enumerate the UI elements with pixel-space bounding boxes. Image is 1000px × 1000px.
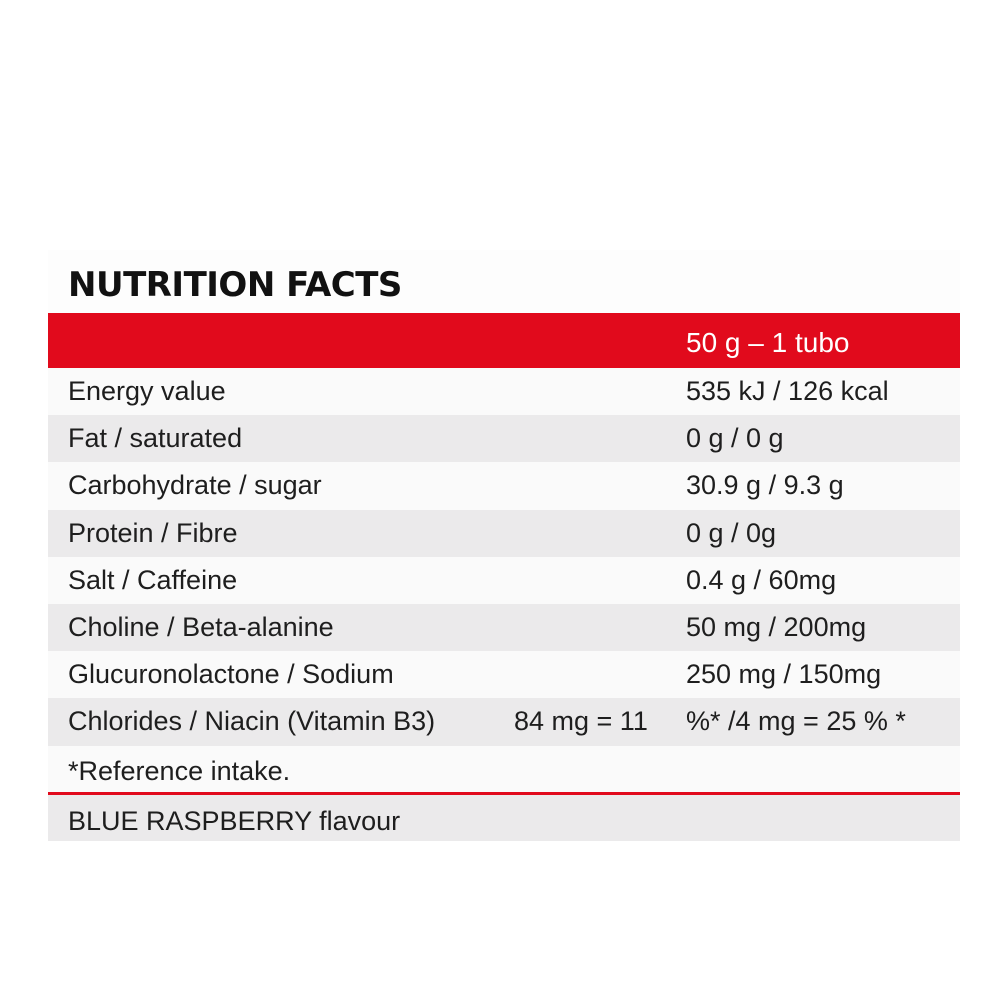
nutrition-row-choline: Choline / Beta-alanine 50 mg / 200mg [48,603,960,652]
nutrient-name: Chlorides / Niacin (Vitamin B3) [68,706,436,737]
serving-header: 50 g – 1 tubo [48,313,960,368]
reference-intake-note: *Reference intake. [48,745,960,795]
nutrition-row-carbohydrate: Carbohydrate / sugar 30.9 g / 9.3 g [48,462,960,510]
nutrient-name: Fat / saturated [68,423,243,454]
nutrient-value: 535 kJ / 126 kcal [686,376,889,406]
nutrition-row-protein: Protein / Fibre 0 g / 0g [48,509,960,557]
nutrient-value: 250 mg / 150mg [686,659,882,690]
nutrient-value: %* /4 mg = 25 % * [686,706,906,737]
nutrient-value: 0 g / 0 g [686,423,784,454]
nutrition-row-energy: Energy value 535 kJ / 126 kcal [48,368,960,416]
nutrition-row-glucuronolactone: Glucuronolactone / Sodium 250 mg / 150mg [48,651,960,699]
nutrition-row-fat: Fat / saturated 0 g / 0 g [48,415,960,463]
flavour-row: BLUE RASPBERRY flavour [48,794,960,841]
nutrient-name: Energy value [68,376,226,406]
flavour-text: BLUE RASPBERRY flavour [68,805,401,836]
nutrition-row-salt: Salt / Caffeine 0.4 g / 60mg [48,556,960,604]
nutrient-value: 50 mg / 200mg [686,611,867,642]
nutrient-name: Protein / Fibre [68,517,238,548]
nutrition-title: NUTRITION FACTS [68,265,402,305]
nutrition-panel: NUTRITION FACTS 50 g – 1 tubo Energy val… [48,250,960,841]
nutrient-name: Salt / Caffeine [68,564,238,595]
nutrient-name: Carbohydrate / sugar [68,470,322,501]
footnote-text: *Reference intake. [68,755,291,786]
serving-size: 50 g – 1 tubo [686,327,850,358]
nutrient-value: 30.9 g / 9.3 g [686,470,844,501]
nutrient-value-part: 84 mg = 11 [514,706,648,737]
nutrient-name: Glucuronolactone / Sodium [68,659,394,690]
nutrition-row-chlorides: Chlorides / Niacin (Vitamin B3) 84 mg = … [48,698,960,746]
nutrient-name: Choline / Beta-alanine [68,611,334,642]
nutrient-value: 0 g / 0g [686,517,777,548]
nutrient-value: 0.4 g / 60mg [686,564,837,595]
